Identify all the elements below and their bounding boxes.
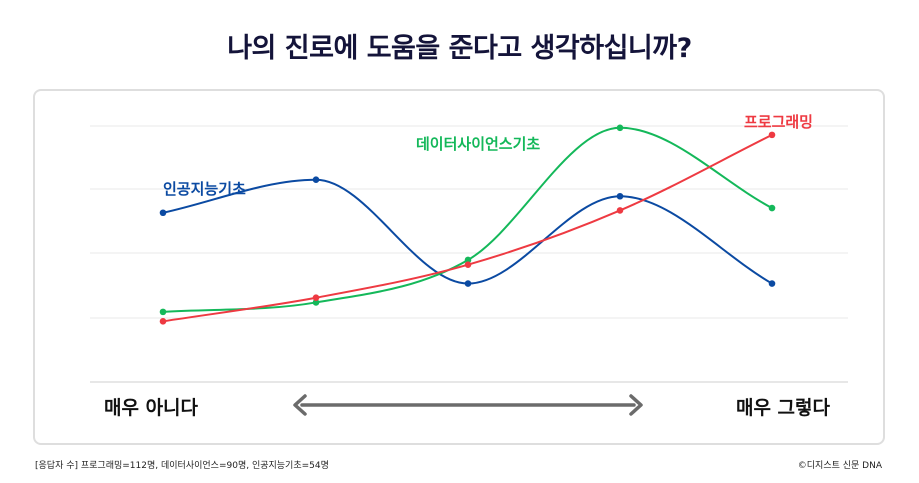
series-line [162, 133, 773, 323]
data-point [159, 318, 167, 325]
series-lines [159, 124, 776, 325]
series-labels: 인공지능기초 데이터사이언스기초 프로그래밍 [163, 113, 813, 198]
chart-title: 나의 진로에 도움을 준다고 생각하십니까? [227, 33, 692, 64]
data-point [312, 299, 320, 306]
series-0 [159, 176, 776, 287]
series-2 [159, 131, 776, 325]
series-line [162, 126, 773, 313]
scale-axis: 매우 아니다 매우 그렇다 [104, 394, 831, 419]
data-point [616, 192, 624, 200]
series-label: 데이터사이언스기초 [416, 135, 540, 153]
series-label: 프로그래밍 [744, 113, 813, 131]
data-point [768, 280, 776, 287]
series-line [162, 178, 773, 285]
data-point [464, 256, 472, 264]
axis-left-label: 매우 아니다 [104, 397, 199, 419]
axis-right-label: 매우 그렇다 [736, 397, 831, 419]
credit: ©디지스트 신문 DNA [797, 461, 882, 471]
data-point [159, 209, 167, 217]
data-point [312, 294, 320, 302]
data-point [464, 261, 472, 268]
series-label: 인공지능기초 [163, 180, 246, 198]
data-point [312, 176, 320, 184]
data-point [464, 280, 472, 287]
data-point [616, 124, 624, 132]
data-point [768, 204, 776, 212]
gridlines [90, 125, 848, 383]
data-point [159, 308, 167, 316]
data-point [616, 207, 624, 214]
double-arrow-icon [293, 394, 643, 416]
respondent-note: [응답자 수] 프로그래밍=112명, 데이터사이언스=90명, 인공지능기초=… [35, 461, 329, 471]
data-point [768, 131, 776, 139]
series-1 [159, 124, 776, 316]
